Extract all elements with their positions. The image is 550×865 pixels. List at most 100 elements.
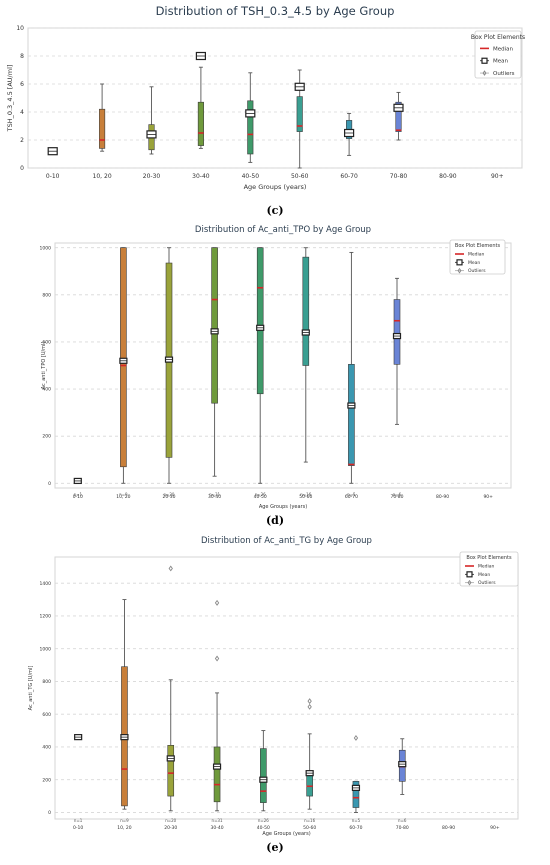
legend-outlier-marker bbox=[467, 579, 472, 586]
y-axis-label: TSH_0.3_4.5 [AU/ml] bbox=[6, 65, 14, 133]
chart-panel-3: Distribution of Ac_anti_TG by Age Group 0… bbox=[28, 536, 519, 854]
legend-mean-marker bbox=[481, 57, 488, 64]
y-tick-label: 4 bbox=[20, 109, 24, 116]
legend-mean-marker bbox=[466, 571, 473, 578]
x-axis-label: Age Groups (years) bbox=[244, 183, 307, 191]
y-tick-label: 200 bbox=[42, 434, 51, 440]
count-label: n=16 bbox=[300, 492, 311, 497]
y-tick-label: 1400 bbox=[40, 581, 52, 587]
outlier-point bbox=[214, 655, 220, 662]
x-tick-label: 80-90 bbox=[439, 173, 457, 180]
x-tick-label: 90+ bbox=[483, 494, 493, 500]
legend-item-label: Outliers bbox=[493, 71, 515, 77]
chart-panel-1: Distribution of TSH_0.3_4.5 by Age Group… bbox=[6, 4, 525, 217]
box-10-20 bbox=[99, 108, 106, 149]
x-tick-label: 20-30 bbox=[162, 494, 175, 500]
panel-label: (d) bbox=[266, 514, 284, 527]
chart-title: Distribution of TSH_0.3_4.5 by Age Group bbox=[156, 4, 395, 18]
y-tick-label: 2 bbox=[20, 137, 24, 144]
panel-label: (c) bbox=[266, 204, 283, 217]
count-label: n=20 bbox=[164, 492, 175, 497]
x-tick-label: 70-80 bbox=[390, 173, 408, 180]
box-60-70 bbox=[352, 781, 360, 808]
x-tick-label: 80-90 bbox=[436, 494, 449, 500]
plot-area bbox=[27, 27, 523, 169]
plot-area bbox=[54, 242, 512, 489]
box-30-40 bbox=[211, 247, 218, 404]
x-tick-label: 70-80 bbox=[390, 494, 403, 500]
box-70-80 bbox=[395, 101, 402, 132]
x-tick-label: 80-90 bbox=[442, 825, 455, 831]
x-tick-label: 40-50 bbox=[242, 173, 260, 180]
box-40-50 bbox=[247, 100, 254, 155]
x-tick-label: 90+ bbox=[491, 173, 504, 180]
box-70-80 bbox=[393, 299, 401, 365]
x-tick-label: 10, 20 bbox=[117, 825, 131, 831]
y-tick-label: 6 bbox=[20, 81, 24, 88]
legend-title: Box Plot Elements bbox=[455, 243, 501, 249]
count-label: n=6 bbox=[398, 818, 407, 823]
x-tick-label: 60-70 bbox=[345, 494, 358, 500]
legend-item-label: Outliers bbox=[478, 580, 496, 586]
outlier-point bbox=[307, 698, 312, 705]
x-tick-label: 0-10 bbox=[73, 494, 83, 500]
plot-area bbox=[54, 556, 519, 820]
count-label: n=6 bbox=[393, 492, 402, 497]
legend-frame bbox=[459, 551, 519, 587]
y-tick-label: 1000 bbox=[40, 245, 52, 251]
legend-item-label: Mean bbox=[493, 59, 508, 65]
y-tick-label: 0 bbox=[20, 165, 24, 172]
box-40-50 bbox=[256, 247, 264, 395]
x-tick-label: 30-40 bbox=[211, 825, 224, 831]
count-label: n=20 bbox=[165, 818, 176, 823]
count-label: n=16 bbox=[304, 818, 315, 823]
count-label: n=31 bbox=[212, 818, 223, 823]
y-tick-label: 800 bbox=[42, 679, 51, 685]
x-tick-label: 50-60 bbox=[291, 173, 309, 180]
x-tick-label: 70-80 bbox=[396, 825, 409, 831]
legend-frame bbox=[474, 30, 522, 79]
x-tick-label: 0-10 bbox=[73, 825, 83, 831]
box-20-30 bbox=[167, 745, 175, 797]
y-tick-label: 800 bbox=[42, 292, 51, 298]
count-label: n=1 bbox=[74, 492, 83, 497]
x-tick-label: 30-40 bbox=[192, 173, 210, 180]
box-40-50 bbox=[260, 748, 267, 803]
x-tick-label: 40-50 bbox=[254, 494, 267, 500]
box-50-60 bbox=[296, 96, 303, 132]
y-tick-label: 10 bbox=[16, 25, 24, 32]
y-tick-label: 0 bbox=[48, 810, 51, 816]
x-tick-label: 60-70 bbox=[349, 825, 362, 831]
outlier-point bbox=[353, 734, 359, 741]
y-tick-label: 400 bbox=[42, 387, 51, 393]
legend-item-label: Mean bbox=[468, 260, 480, 266]
y-tick-label: 1000 bbox=[40, 646, 52, 652]
x-tick-label: 10, 20 bbox=[116, 494, 130, 500]
legend: Box Plot Elements Median Mean Outliers bbox=[471, 30, 525, 79]
x-tick-label: 40-50 bbox=[257, 825, 270, 831]
legend-item-label: Outliers bbox=[468, 268, 486, 274]
y-tick-label: 8 bbox=[20, 53, 24, 60]
chart-title: Distribution of Ac_anti_TPO by Age Group bbox=[195, 225, 371, 235]
count-label: n=1 bbox=[74, 818, 83, 823]
x-tick-label: 20-30 bbox=[164, 825, 177, 831]
legend-frame bbox=[449, 239, 506, 275]
x-tick-label: 90+ bbox=[490, 825, 500, 831]
count-label: n=5 bbox=[347, 492, 356, 497]
legend-title: Box Plot Elements bbox=[471, 34, 525, 41]
outlier-point bbox=[214, 599, 220, 606]
y-tick-label: 200 bbox=[42, 777, 51, 783]
legend-item-label: Median bbox=[478, 564, 495, 570]
panel-label: (e) bbox=[266, 841, 283, 854]
legend-outlier-marker bbox=[482, 70, 487, 76]
legend-title: Box Plot Elements bbox=[466, 555, 512, 561]
x-tick-label: 50-60 bbox=[299, 494, 312, 500]
x-tick-label: 20-30 bbox=[143, 173, 161, 180]
count-label: n=9 bbox=[120, 818, 129, 823]
count-label: n=31 bbox=[209, 492, 220, 497]
y-tick-label: 600 bbox=[42, 340, 51, 346]
outlier-point bbox=[168, 565, 173, 572]
legend-item-label: Median bbox=[468, 252, 485, 258]
count-label: n=26 bbox=[258, 818, 269, 823]
